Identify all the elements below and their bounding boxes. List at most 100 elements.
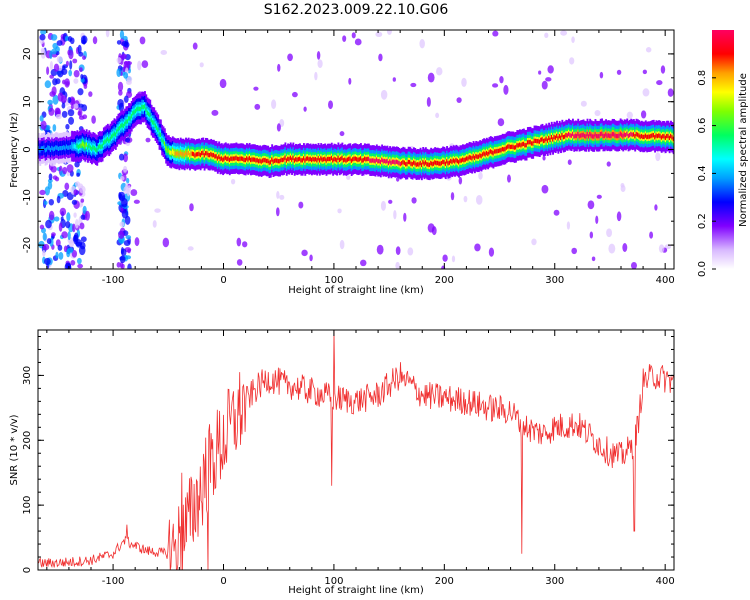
spectrogram-noise-cell <box>119 221 125 227</box>
spectrogram-ridge-cell <box>350 158 353 163</box>
spectrogram-ridge-cell <box>512 144 515 149</box>
spectrogram-ridge-cell <box>670 133 672 139</box>
spectrogram-ridge-cell <box>558 134 561 139</box>
spectrogram-noise-cell <box>542 155 546 161</box>
spectrogram-noise-cell <box>152 220 157 228</box>
spectrogram-noise-cell <box>392 77 396 82</box>
spectrogram-noise-cell <box>70 260 76 266</box>
spectrogram-ridge-cell <box>500 148 503 153</box>
spectrogram-noise-cell <box>571 36 575 43</box>
spectrogram-ridge-cell <box>89 145 92 150</box>
spectrogram-noise-cell <box>71 249 78 258</box>
spectrogram-ridge-cell <box>177 151 180 156</box>
spectrogram-ridge-cell <box>385 159 388 164</box>
spectrogram-noise-cell <box>120 247 124 255</box>
spectrogram-noise-cell <box>655 152 661 162</box>
spectrogram-ridge-cell <box>255 158 258 163</box>
spectrogram-ridge-cell <box>546 138 549 143</box>
spectrogram-ridge-cell <box>442 159 445 164</box>
spectrogram-ridge-cell <box>395 159 398 164</box>
spectrogram-noise-cell <box>596 194 602 199</box>
spectrogram-noise-cell <box>236 237 242 247</box>
spectrogram-ridge-cell <box>340 156 342 162</box>
spectrogram-noise-cell <box>45 219 52 229</box>
spectrogram-ridge-cell <box>358 157 361 162</box>
spectrogram-ridge-cell <box>257 159 260 164</box>
spectrogram-noise-cell <box>547 65 554 74</box>
spectrogram-ridge-cell <box>399 161 402 167</box>
x-tick-label: 100 <box>324 275 343 286</box>
spectrogram-noise-cell <box>79 185 86 194</box>
spectrogram-ridge-cell <box>303 156 305 161</box>
spectrogram-ridge-cell <box>628 132 631 138</box>
spectrogram-ridge-cell <box>430 160 433 166</box>
spectrogram-ridge-cell <box>264 158 267 163</box>
spectrogram-ridge-cell <box>232 156 235 161</box>
spectrogram-noise-cell <box>77 103 84 108</box>
spectrogram-ridge-cell <box>114 132 117 137</box>
spectrogram-ridge-cell <box>605 132 607 137</box>
spectrogram-ridge-cell <box>552 137 554 142</box>
spectrogram-noise-cell <box>53 63 60 72</box>
spectrogram-ridge-cell <box>483 151 486 156</box>
spectrogram-ridge-cell <box>549 137 552 143</box>
y-tick-label: 300 <box>22 366 33 385</box>
spectrogram-ridge-cell <box>405 162 407 167</box>
spectrogram-noise-cell <box>649 231 654 239</box>
spectrogram-noise-cell <box>162 237 170 248</box>
spectrogram-ridge-cell <box>250 157 252 163</box>
spectrogram-ridge-cell <box>41 146 44 151</box>
spectrogram-ridge-cell <box>276 158 279 163</box>
spectrogram-noise-cell <box>39 189 46 196</box>
spectrogram-ridge-cell <box>228 157 231 163</box>
spectrogram-noise-cell <box>301 249 308 257</box>
spectrogram-ridge-cell <box>137 106 140 111</box>
spectrogram-ridge-cell <box>63 145 66 150</box>
spectrogram-noise-cell <box>616 69 622 75</box>
spectrogram-ridge-cell <box>383 158 386 164</box>
spectrogram-ridge-cell <box>575 133 578 139</box>
spectrogram-ridge-cell <box>390 160 393 166</box>
spectrogram-noise-cell <box>309 254 313 262</box>
spectrogram-noise-cell <box>42 249 46 257</box>
y-tick-label: -20 <box>22 237 33 253</box>
spectrogram-noise-cell <box>594 109 601 117</box>
spectrogram-ridge-cell <box>265 158 268 164</box>
spectrogram-ridge-cell <box>64 146 67 151</box>
spectrogram-noise-cell <box>65 60 69 67</box>
spectrogram-ridge-cell <box>644 133 647 138</box>
spectrogram-ridge-cell <box>638 133 641 138</box>
spectrogram-ridge-cell <box>487 151 490 157</box>
spectrogram-noise-cell <box>56 40 63 46</box>
x-tick-label: -100 <box>102 275 125 286</box>
spectrogram-noise-cell <box>55 113 62 120</box>
spectrogram-noise-cell <box>342 35 347 42</box>
spectrogram-noise-cell <box>654 204 658 211</box>
spectrogram-noise-cell <box>127 263 132 269</box>
spectrogram-ridge-cell <box>113 131 116 136</box>
spectrogram-ridge-cell <box>374 159 377 164</box>
spectrogram-ridge-cell <box>452 158 455 163</box>
spectrogram-ridge-cell <box>346 157 349 162</box>
spectrogram-ridge-cell <box>147 111 150 117</box>
spectrogram-noise-cell <box>451 255 456 263</box>
spectrogram-noise-cell <box>622 243 628 252</box>
spectrogram-noise-cell <box>73 189 79 196</box>
spectrogram-noise-cell <box>49 50 53 60</box>
spectrogram-noise-cell <box>57 244 63 251</box>
spectrogram-ridge-cell <box>411 162 414 167</box>
spectrogram-noise-cell <box>40 47 45 53</box>
spectrogram-ridge-cell <box>305 156 308 161</box>
spectrogram-ridge-cell <box>38 146 40 151</box>
spectrogram-ridge-cell <box>601 131 604 136</box>
spectrogram-ridge-cell <box>224 155 227 160</box>
spectrogram-noise-cell <box>66 248 71 258</box>
spectrogram-x-title: Height of straight line (km) <box>288 285 424 296</box>
spectrogram-ridge-cell <box>185 150 187 156</box>
spectrogram-ridge-cell <box>87 145 89 150</box>
spectrogram-ridge-cell <box>239 156 242 161</box>
spectrogram-ridge-cell <box>518 142 521 147</box>
spectrogram-noise-cell <box>187 246 194 251</box>
spectrogram-ridge-cell <box>227 156 230 161</box>
spectrogram-ridge-cell <box>130 114 133 119</box>
